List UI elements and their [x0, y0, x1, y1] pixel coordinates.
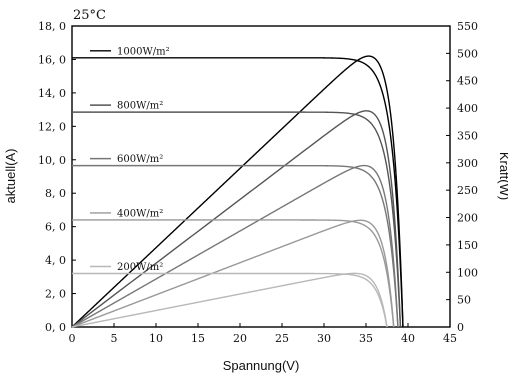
- x-tick-label: 45: [443, 332, 457, 345]
- right-tick-label: 0: [457, 321, 464, 334]
- x-tick-label: 30: [317, 332, 331, 345]
- x-tick-label: 15: [191, 332, 205, 345]
- iv-curve-series-2: [72, 164, 399, 328]
- left-tick-label: 18, 0: [38, 20, 66, 33]
- pv-curve-series-1: [71, 110, 402, 328]
- right-axis-title: Kraft(W): [497, 152, 508, 200]
- iv-curve-series-1: [72, 111, 402, 328]
- x-axis-title: Spannung(V): [223, 358, 300, 373]
- right-tick-label: 250: [457, 184, 478, 197]
- left-tick-label: 10, 0: [38, 154, 66, 167]
- left-tick-label: 14, 0: [38, 87, 66, 100]
- left-tick-label: 4, 0: [45, 254, 66, 267]
- legend-label-2: 600W/m²: [117, 154, 163, 165]
- left-axis-ticks: 0, 0 2, 0 4, 0 6, 0 8, 0 10, 0 12, 0 14, 0 16, 0…: [38, 20, 76, 334]
- right-tick-label: 100: [457, 266, 478, 279]
- x-tick-label: 20: [233, 332, 247, 345]
- iv-curve-series-3: [72, 219, 395, 328]
- x-tick-label: 25: [275, 332, 289, 345]
- pv-curve-series-4: [71, 272, 388, 328]
- left-tick-label: 8, 0: [45, 187, 66, 200]
- right-tick-label: 400: [457, 102, 478, 115]
- legend-label-3: 400W/m²: [117, 208, 163, 219]
- iv-curve-series-4: [72, 272, 388, 328]
- x-tick-label: 10: [149, 332, 163, 345]
- x-tick-label: 40: [401, 332, 415, 345]
- left-axis-title: aktuell(A): [3, 149, 18, 204]
- left-tick-label: 6, 0: [45, 221, 66, 234]
- right-tick-label: 50: [457, 294, 471, 307]
- plot-frame: [71, 25, 451, 328]
- left-tick-label: 12, 0: [38, 120, 66, 133]
- x-axis-ticks: 0 5 10 15 20 25 30 35 40 45: [69, 323, 457, 345]
- temperature-annotation: 25°C: [73, 8, 106, 23]
- x-tick-label: 5: [111, 332, 118, 345]
- pv-curve-series-2: [71, 164, 399, 328]
- right-tick-label: 350: [457, 129, 478, 142]
- legend-label-4: 200W/m²: [117, 262, 163, 273]
- legend-label-0: 1000W/m²: [117, 46, 170, 57]
- curves: [71, 55, 404, 328]
- pv-curve-series-0: [71, 55, 404, 328]
- pv-curve-series-3: [71, 219, 395, 328]
- right-axis-ticks: 0 50 100 150 200 250 300 350 400 450 500 550: [446, 20, 478, 334]
- left-tick-label: 2, 0: [45, 288, 66, 301]
- iv-curve-series-0: [72, 57, 404, 328]
- x-tick-label: 35: [359, 332, 373, 345]
- right-tick-label: 150: [457, 239, 478, 252]
- right-tick-label: 450: [457, 75, 478, 88]
- left-tick-label: 0, 0: [45, 321, 66, 334]
- legend-label-1: 800W/m²: [117, 101, 163, 112]
- right-tick-label: 200: [457, 212, 478, 225]
- right-tick-label: 550: [457, 20, 478, 33]
- right-tick-label: 500: [457, 47, 478, 60]
- x-tick-label: 0: [69, 332, 76, 345]
- right-tick-label: 300: [457, 157, 478, 170]
- left-tick-label: 16, 0: [38, 53, 66, 66]
- legend: 1000W/m² 800W/m² 600W/m² 400W/m² 200W/m²: [90, 46, 170, 273]
